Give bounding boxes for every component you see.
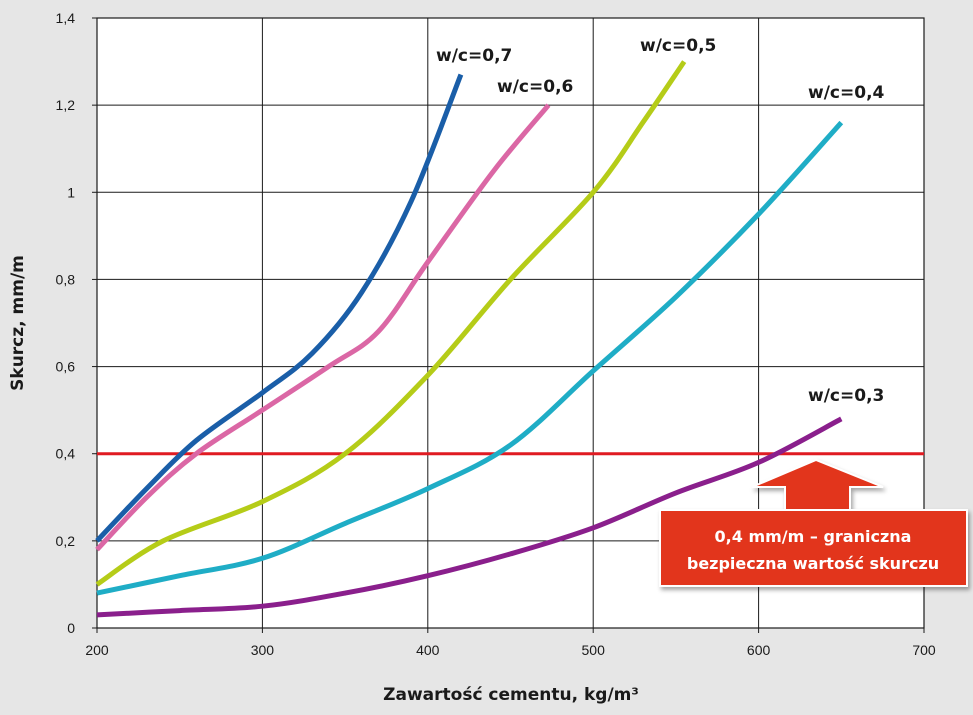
callout-line-1: 0,4 mm/m – graniczna <box>715 527 912 546</box>
series-label-5: w/c=0,3 <box>808 386 884 406</box>
x-tick-label: 300 <box>251 642 275 658</box>
series-line-1 <box>95 73 464 543</box>
series-label-3: w/c=0,5 <box>640 36 716 56</box>
y-axis-title: Skurcz, mm/m <box>8 255 28 391</box>
x-tick-label: 600 <box>747 642 771 658</box>
grid <box>96 17 925 629</box>
y-tick-label: 0,4 <box>56 446 76 462</box>
y-tick-label: 1,4 <box>56 10 76 26</box>
series-line-2 <box>95 103 551 552</box>
y-tick-label: 0,6 <box>56 359 76 375</box>
x-tick-label: 500 <box>582 642 606 658</box>
series-label-1: w/c=0,7 <box>436 46 512 66</box>
y-tick-label: 1 <box>67 184 75 200</box>
x-tick-label: 400 <box>416 642 440 658</box>
series-line-5 <box>96 416 843 618</box>
x-tick-label: 700 <box>912 642 936 658</box>
x-tick-label: 200 <box>85 642 109 658</box>
series-label-2: w/c=0,6 <box>497 77 573 97</box>
plot-frame <box>96 17 925 629</box>
y-tick-label: 0 <box>67 620 75 636</box>
series-label-4: w/c=0,4 <box>808 83 885 103</box>
x-axis-title: Zawartość cementu, kg/m³ <box>383 685 639 705</box>
y-tick-label: 0,2 <box>56 533 76 549</box>
y-tick-label: 1,2 <box>56 97 76 113</box>
series-line-4 <box>96 120 844 596</box>
series-layer <box>95 60 844 618</box>
y-tick-label: 0,8 <box>56 271 76 287</box>
ticks-layer: 200 300 400 500 600 700 0 0,2 0,4 0,6 0,8 1 1,2 1,4 <box>56 10 936 658</box>
series-line-3 <box>95 60 687 587</box>
callout: 0,4 mm/m – graniczna bezpieczna wartość s… <box>659 458 968 587</box>
callout-line-2: bezpieczna wartość skurczu <box>687 554 939 573</box>
series-labels: w/c=0,7 w/c=0,6 w/c=0,5 w/c=0,4 w/c=0,3 <box>436 36 885 406</box>
callout-box <box>659 509 968 587</box>
